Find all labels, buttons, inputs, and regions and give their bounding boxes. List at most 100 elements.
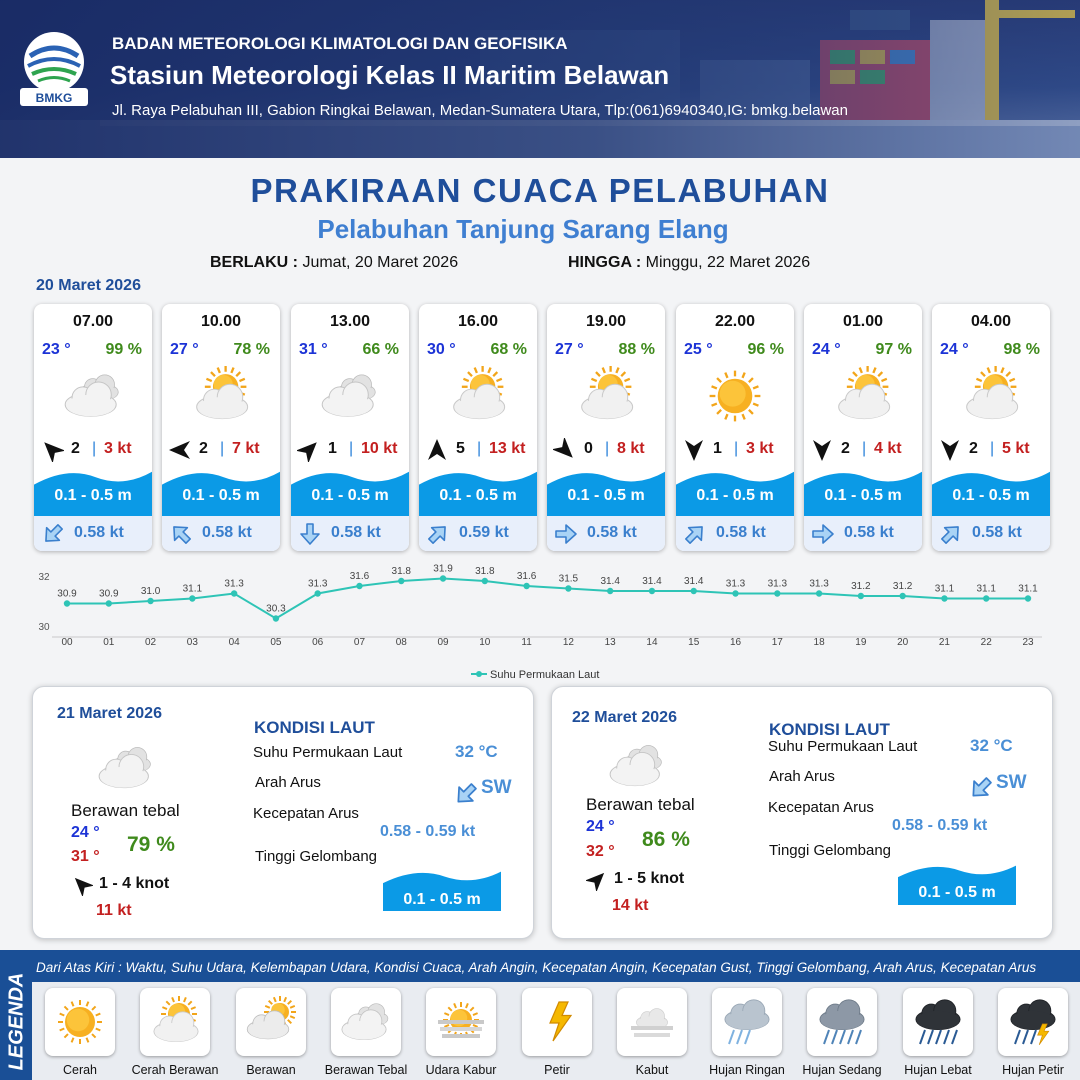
air-temperature: 24 ° [812,341,841,358]
page-title: PRAKIRAAN CUACA PELABUHAN [250,172,830,209]
data-point [356,582,363,590]
x-tick-label: 00 [61,637,73,648]
wind-speed: 0 [584,440,593,457]
gust-speed: 3 kt [746,440,774,457]
air-temperature: 25 ° [684,341,713,358]
data-point [272,615,280,622]
x-tick-label: 14 [646,637,658,648]
x-tick-label: 09 [437,637,449,648]
day-date: 22 Maret 2026 [572,709,677,726]
data-point [732,590,739,597]
gust-speed: 3 kt [104,440,132,457]
legend-label: Suhu Permukaan Laut [490,669,599,681]
y-tick-label: 30 [38,622,50,633]
wind-info: 2 | 5 kt [938,438,1048,461]
gust-speed: 13 kt [489,440,526,457]
x-tick-label: 10 [479,637,491,648]
current-speed: 0.58 kt [844,524,894,541]
data-label: 31.2 [893,581,913,592]
legend-item-label: Cerah Berawan [131,1063,219,1077]
data-label: 31.4 [600,576,620,587]
legend-item-label: Petir [544,1063,570,1077]
data-label: 31.1 [976,584,996,595]
wave-icon [898,865,1016,905]
hour-card: 10.00 27 ° 78 % 2 | 7 kt 0.1 - 0.5 m 0.5… [162,304,280,551]
hour-time: 01.00 [842,313,884,330]
data-label: 30.9 [99,589,119,600]
hour-time: 10.00 [200,313,242,330]
wave-height: 0.1 - 0.5 m [567,487,645,504]
wind-direction-icon [428,439,446,460]
current-direction-icon [300,523,320,545]
legend-side-label: LEGENDA [5,972,28,1071]
station-address: Jl. Raya Pelabuhan III, Gabion Ringkai B… [112,102,848,119]
wave-height: 0.1 - 0.5 m [54,487,132,504]
data-label: 31.4 [684,576,704,587]
cerah-berawan-icon [453,366,506,420]
data-label: 31.3 [726,579,746,590]
cerah-berawan-icon [153,996,199,1043]
berawan-tebal-icon [98,747,151,789]
data-label: 30.3 [266,604,286,615]
data-label: 31.1 [183,584,203,595]
current-info: 0.58 kt [162,516,280,551]
hour-time: 07.00 [72,313,114,330]
data-point [398,577,405,585]
day-condition: Berawan tebal [586,795,695,814]
wind-info: 1 | 10 kt [297,438,407,462]
current-speed: 0.58 kt [331,524,381,541]
day-wind-speed: 1 - 5 knot [614,870,685,887]
wave-height-label: Tinggi Gelombang [255,848,378,865]
x-tick-label: 13 [605,637,617,648]
current-info: 0.58 kt [34,516,152,551]
x-tick-label: 21 [939,637,951,648]
data-point [648,587,656,595]
legend-note: Dari Atas Kiri : Waktu, Suhu Udara, Kele… [32,954,1080,982]
x-tick-label: 07 [354,637,366,648]
wind-direction-icon [685,440,703,461]
sst-label: Suhu Permukaan Laut [768,738,918,755]
data-label: 31.1 [1018,584,1038,595]
wave-icon [676,471,794,516]
day-temp-min: 24 ° [586,818,615,835]
data-point [983,595,990,602]
hour-time: 04.00 [970,313,1012,330]
current-speed: 0.58 kt [74,524,124,541]
current-speed: 0.58 kt [587,524,637,541]
logo-text: BMKG [36,91,73,105]
air-temperature: 31 ° [299,341,328,358]
hour-card: 16.00 30 ° 68 % 5 | 13 kt 0.1 - 0.5 m 0.… [419,304,537,551]
data-point [314,590,321,597]
data-label: 31.5 [559,574,579,585]
x-tick-label: 03 [187,637,199,648]
data-point [523,582,530,590]
wave-height-label: Tinggi Gelombang [769,842,892,859]
current-speed: 0.59 kt [459,524,509,541]
forecast-date: 20 Maret 2026 [36,277,141,294]
wind-direction-icon [44,442,64,462]
x-tick-label: 02 [145,637,157,648]
current-direction-value: SW [481,777,512,798]
valid-to: HINGGA : Minggu, 22 Maret 2026 [568,254,810,272]
air-temperature: 30 ° [427,341,456,358]
kabut-icon [631,1008,673,1037]
gust-speed: 10 kt [361,440,398,457]
valid-to-value: Minggu, 22 Maret 2026 [645,254,811,271]
day-temp-max: 32 ° [586,843,615,860]
data-point [606,587,614,595]
cerah-berawan-icon [966,366,1019,420]
x-tick-label: 20 [897,637,909,648]
petir-icon [549,1001,573,1042]
series-line [67,577,1028,620]
valid-from-label: BERLAKU : [210,254,298,271]
x-tick-label: 11 [521,637,532,648]
day-humidity: 86 % [642,828,690,851]
x-tick-label: 22 [981,637,993,648]
data-point [941,595,948,602]
day-humidity: 79 % [127,833,175,856]
hujan-petir-icon [1010,999,1056,1045]
cerah-berawan-icon [196,366,249,420]
data-point [774,590,781,597]
legend-item-label: Berawan [246,1063,296,1077]
port-name: Pelabuhan Tanjung Sarang Elang [317,214,729,244]
